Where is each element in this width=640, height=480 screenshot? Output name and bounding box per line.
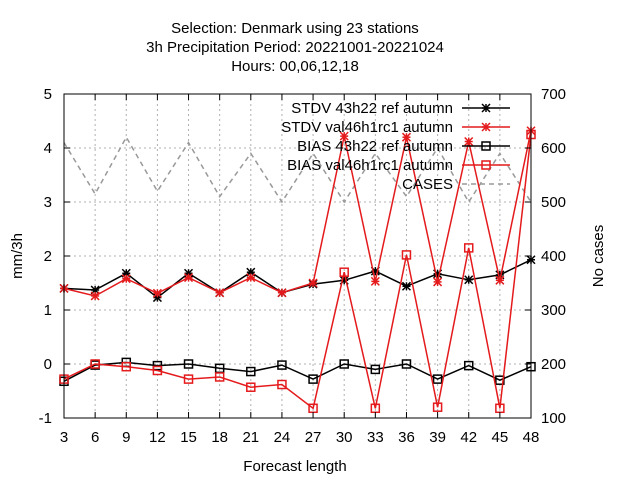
title-line-2: 3h Precipitation Period: 20221001-202210… [146,39,444,56]
data-point [495,375,505,385]
x-tick-label: 27 [305,429,322,446]
data-point [152,360,163,371]
data-point [463,360,474,371]
y2-axis-label: No cases [590,225,607,288]
x-tick-label: 18 [211,429,228,446]
y-tick-label: 3 [44,194,52,211]
data-point [370,364,381,375]
data-point [401,250,412,260]
data-point [214,372,225,382]
x-tick-label: 45 [492,429,509,446]
data-point [432,402,443,412]
series-4 [63,135,532,204]
x-tick-label: 33 [367,429,384,446]
x-tick-label: 9 [122,429,130,446]
data-point [246,366,256,377]
data-point [152,365,163,376]
series-3 [59,129,536,414]
y-tick-label: 5 [44,86,52,103]
data-point [90,359,100,369]
data-point [463,243,474,253]
x-tick-label: 24 [274,429,291,446]
x-tick-label: 3 [60,429,68,446]
chart-title: Selection: Denmark using 23 stations 3h … [146,20,444,75]
x-tick-label: 12 [149,429,166,446]
x-tick-label: 30 [336,429,353,446]
y2-tick-label: 100 [541,410,566,427]
x-tick-label: 36 [398,429,415,446]
legend-label: BIAS val46h1rc1 autumn [287,157,453,174]
y-axis-label: mm/3h [9,233,26,279]
legend-label: STDV val46h1rc1 autumn [281,119,453,136]
legend-label: BIAS 43h22 ref autumn [297,138,453,155]
data-point [246,382,256,392]
legend: STDV 43h22 ref autumn STDV val46h1rc1 aut… [281,100,510,193]
y2-tick-label: 200 [541,356,566,373]
y2-tick-label: 600 [541,140,566,157]
data-point [121,361,132,372]
x-axis-label: Forecast length [243,458,346,475]
legend-marker [481,160,491,170]
title-line-1: Selection: Denmark using 23 stations [171,20,419,37]
data-point [308,374,318,384]
series-line [63,130,532,297]
data-point [277,379,287,390]
x-tick-label: 42 [460,429,477,446]
data-point [183,359,194,369]
x-tick-label: 48 [523,429,540,446]
data-point [432,374,443,384]
legend-label: CASES [402,176,453,193]
data-point [401,359,412,369]
legend-label: STDV 43h22 ref autumn [291,100,453,117]
y2-tick-label: 300 [541,302,566,319]
y-tick-label: 2 [44,248,52,265]
x-tick-label: 39 [429,429,446,446]
data-point [183,374,194,384]
x-tick-label: 21 [242,429,259,446]
y2-tick-label: 400 [541,248,566,265]
legend-marker [481,141,491,151]
y-tick-label: 0 [44,356,52,373]
data-point [339,359,349,369]
series-line [63,361,532,382]
data-point [339,267,349,277]
x-tick-label: 15 [180,429,197,446]
data-point [277,360,287,370]
series-line [63,134,532,410]
series-1 [59,126,536,301]
y-tick-label: -1 [39,410,52,427]
x-tick-label: 6 [91,429,99,446]
y2-tick-label: 500 [541,194,566,211]
y-tick-label: 4 [44,140,52,157]
y2-tick-label: 700 [541,86,566,103]
series-line [63,135,532,204]
title-line-3: Hours: 00,06,12,18 [231,58,359,75]
axis-ticks: 3 6 9 12 15 18 21 24 27 30 33 36 39 42 45 48-1012345100… [39,86,566,446]
y-tick-label: 1 [44,302,52,319]
